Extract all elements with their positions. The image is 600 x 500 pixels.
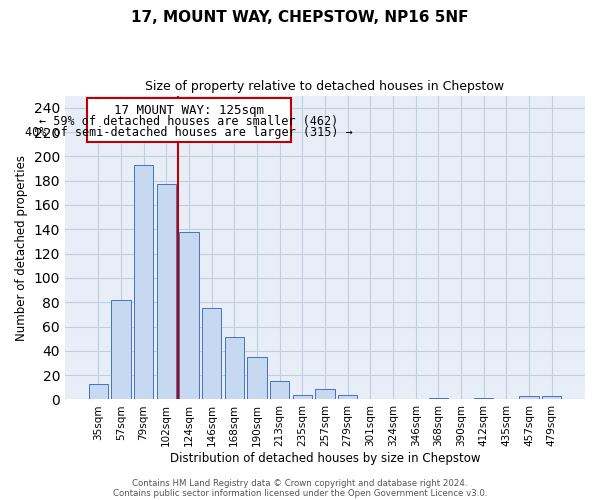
Bar xyxy=(520,396,539,400)
Bar xyxy=(224,338,244,400)
X-axis label: Distribution of detached houses by size in Chepstow: Distribution of detached houses by size … xyxy=(170,452,480,465)
Text: Contains public sector information licensed under the Open Government Licence v3: Contains public sector information licen… xyxy=(113,488,487,498)
Bar xyxy=(179,232,199,400)
Text: 40% of semi-detached houses are larger (315) →: 40% of semi-detached houses are larger (… xyxy=(25,126,353,139)
Bar xyxy=(542,396,562,400)
Bar xyxy=(89,384,108,400)
Text: 17, MOUNT WAY, CHEPSTOW, NP16 5NF: 17, MOUNT WAY, CHEPSTOW, NP16 5NF xyxy=(131,10,469,25)
FancyBboxPatch shape xyxy=(87,98,291,142)
Bar xyxy=(270,381,289,400)
Bar xyxy=(338,394,357,400)
Bar xyxy=(474,398,493,400)
Bar xyxy=(111,300,131,400)
Bar xyxy=(202,308,221,400)
Bar xyxy=(134,165,153,400)
Text: 17 MOUNT WAY: 125sqm: 17 MOUNT WAY: 125sqm xyxy=(114,104,264,117)
Bar xyxy=(157,184,176,400)
Bar xyxy=(293,394,312,400)
Bar xyxy=(316,388,335,400)
Bar xyxy=(429,398,448,400)
Title: Size of property relative to detached houses in Chepstow: Size of property relative to detached ho… xyxy=(145,80,505,93)
Text: Contains HM Land Registry data © Crown copyright and database right 2024.: Contains HM Land Registry data © Crown c… xyxy=(132,478,468,488)
Bar xyxy=(247,357,266,400)
Text: ← 59% of detached houses are smaller (462): ← 59% of detached houses are smaller (46… xyxy=(39,115,338,128)
Y-axis label: Number of detached properties: Number of detached properties xyxy=(15,154,28,340)
